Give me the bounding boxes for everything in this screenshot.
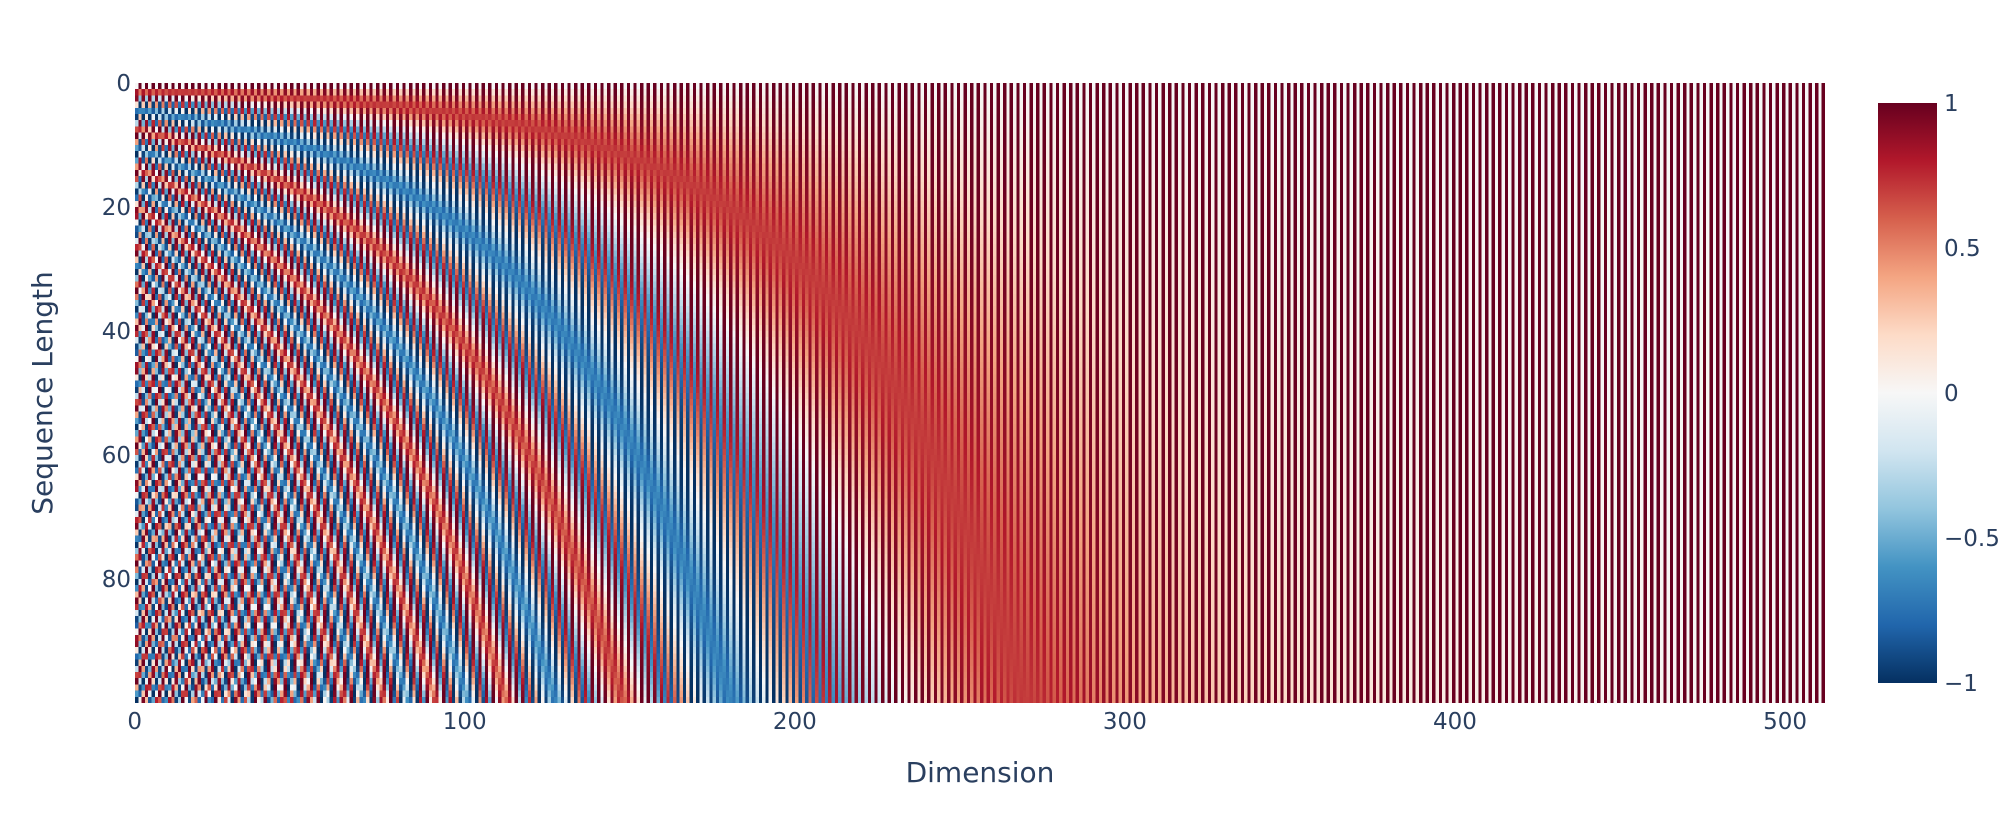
colorbar xyxy=(1878,103,1937,683)
heatmap-plot xyxy=(135,83,1825,703)
x-tick-label: 100 xyxy=(443,709,487,735)
colorbar-ticks: 1 0.5 0 −0.5 −1 xyxy=(1944,91,2000,697)
x-tick-label: 200 xyxy=(773,709,817,735)
x-tick-label: 0 xyxy=(127,709,142,735)
colorbar-tick-label: 1 xyxy=(1944,91,1959,117)
y-tick-label: 20 xyxy=(102,195,131,221)
y-axis-title: Sequence Length xyxy=(26,271,59,515)
x-tick-label: 500 xyxy=(1763,709,1807,735)
x-axis-ticks: 0 100 200 300 400 500 xyxy=(127,709,1807,735)
x-tick-label: 300 xyxy=(1103,709,1147,735)
colorbar-tick-label: 0 xyxy=(1944,381,1959,407)
y-tick-label: 40 xyxy=(102,319,131,345)
x-axis-title: Dimension xyxy=(906,756,1055,789)
y-axis-ticks: 0 20 40 60 80 xyxy=(102,71,131,593)
colorbar-tick-label: −1 xyxy=(1944,671,1978,697)
y-tick-label: 0 xyxy=(116,71,131,97)
colorbar-tick-label: 0.5 xyxy=(1944,236,1981,262)
y-tick-label: 80 xyxy=(102,567,131,593)
colorbar-tick-label: −0.5 xyxy=(1944,526,2000,552)
y-tick-label: 60 xyxy=(102,443,131,469)
x-tick-label: 400 xyxy=(1433,709,1477,735)
